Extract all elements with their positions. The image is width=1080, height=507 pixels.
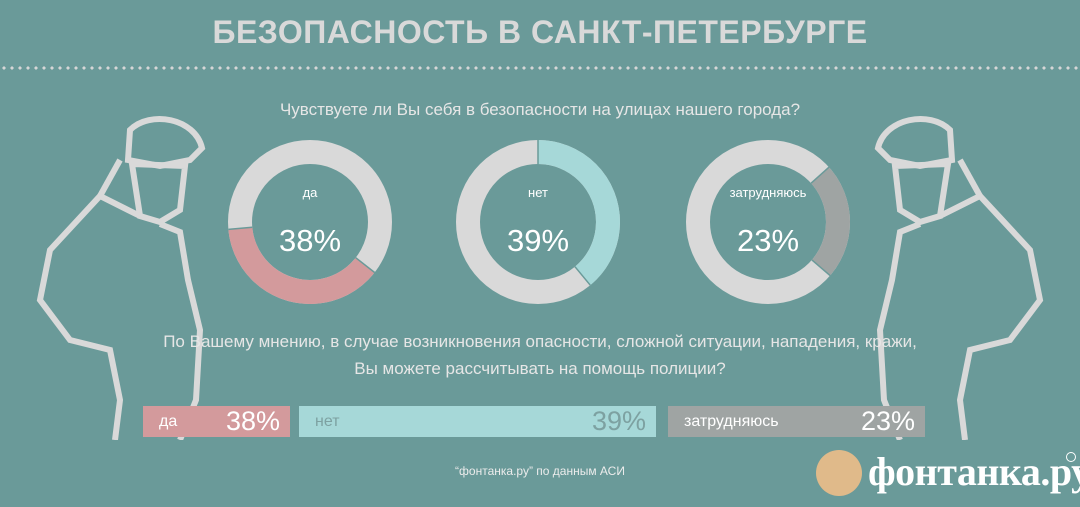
donut-0: да 38% bbox=[228, 140, 392, 304]
donut-label: нет bbox=[528, 185, 548, 200]
donut-value: 39% bbox=[507, 223, 569, 258]
page-title: БЕЗОПАСНОСТЬ В САНКТ-ПЕТЕРБУРГЕ bbox=[212, 14, 868, 50]
donut-separator bbox=[228, 226, 253, 231]
question-1: Чувствуете ли Вы себя в безопасности на … bbox=[279, 100, 801, 119]
question-2-line-2: Вы можете рассчитывать на помощь полиции… bbox=[354, 359, 726, 378]
logo-text: фонтанка.ру bbox=[868, 449, 1080, 494]
donut-separator bbox=[810, 166, 830, 184]
donut-separator bbox=[574, 266, 591, 286]
donut-2: затрудняюсь 23% bbox=[686, 140, 850, 304]
donut-separator bbox=[811, 259, 831, 277]
bar-yes-value: 38% bbox=[225, 406, 280, 436]
donut-1: нет 39% bbox=[456, 140, 620, 304]
bar-yes-label: да bbox=[159, 412, 178, 430]
source-note: “фонтанка.ру” по данным АСИ bbox=[455, 464, 625, 478]
donut-track bbox=[686, 140, 850, 304]
bar-unsure: затрудняюсь 23% bbox=[668, 406, 925, 437]
donut-label: да bbox=[303, 185, 319, 200]
registered-mark-icon bbox=[1066, 452, 1076, 462]
donut-value: 38% bbox=[279, 223, 341, 258]
donut-label: затрудняюсь bbox=[730, 185, 807, 200]
bar-yes: да 38% bbox=[143, 406, 290, 437]
bar-no: нет 39% bbox=[299, 406, 656, 437]
bar-unsure-label: затрудняюсь bbox=[684, 412, 779, 430]
donut-separator bbox=[355, 257, 376, 274]
donut-value: 23% bbox=[737, 223, 799, 258]
fountain-icon bbox=[816, 450, 862, 496]
donut-charts: да 38% нет 39% затрудняюсь 23% bbox=[228, 140, 850, 304]
dotted-divider bbox=[0, 66, 1080, 70]
left-soldier-silhouette bbox=[36, 116, 206, 440]
question-2: По Вашему мнению, в случае возникновения… bbox=[0, 328, 1080, 382]
bar-unsure-value: 23% bbox=[860, 406, 915, 436]
question-2-line-1: По Вашему мнению, в случае возникновения… bbox=[163, 332, 917, 351]
fontanka-logo: фонтанка.ру bbox=[816, 448, 1080, 498]
bar-no-label: нет bbox=[315, 412, 340, 430]
bar-no-value: 39% bbox=[591, 406, 646, 436]
